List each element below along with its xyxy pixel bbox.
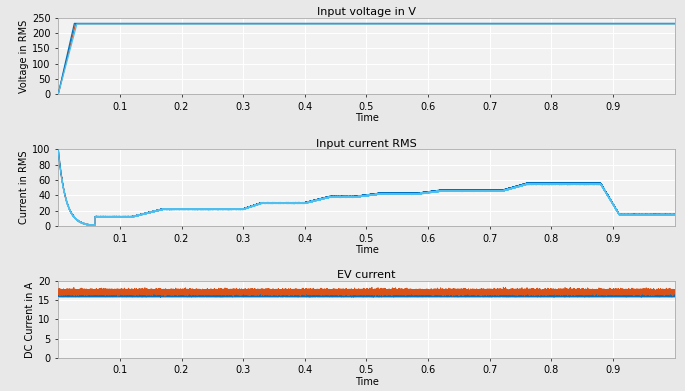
X-axis label: Time: Time — [355, 377, 378, 387]
Y-axis label: DC Current in A: DC Current in A — [25, 282, 36, 357]
X-axis label: Time: Time — [355, 113, 378, 123]
Title: Input voltage in V: Input voltage in V — [317, 7, 416, 17]
X-axis label: Time: Time — [355, 245, 378, 255]
Y-axis label: Current in RMS: Current in RMS — [19, 151, 29, 224]
Title: Input current RMS: Input current RMS — [316, 138, 417, 149]
Title: EV current: EV current — [337, 270, 396, 280]
Y-axis label: Voltage in RMS: Voltage in RMS — [19, 19, 29, 93]
